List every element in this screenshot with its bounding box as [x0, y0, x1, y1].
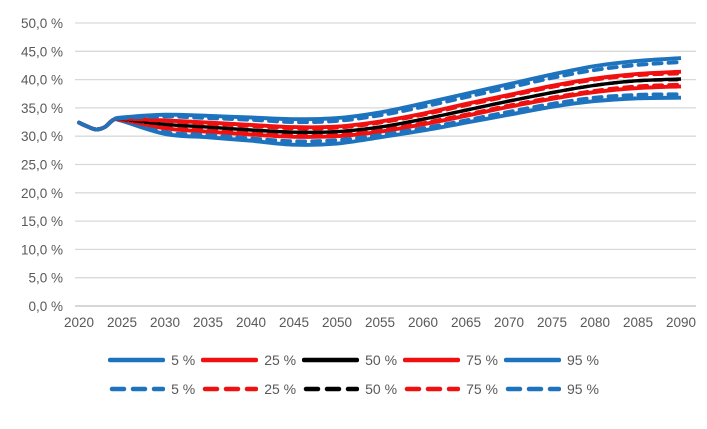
legend-item-95%-dashed: 95 %	[504, 381, 599, 397]
y-axis-tick-label: 20,0 %	[21, 186, 63, 201]
legend-item-5%-dashed: 5 %	[108, 381, 195, 397]
legend-item-25%-solid: 25 %	[201, 352, 296, 368]
legend-swatch-solid-line-icon	[201, 357, 259, 363]
legend-row-dashed: 5 % 25 % 50 % 75 % 95 %	[105, 381, 602, 397]
legend-row-solid: 5 % 25 % 50 % 75 % 95 %	[105, 352, 602, 368]
x-axis-tick-label: 2025	[107, 315, 137, 330]
y-axis-tick-label: 45,0 %	[21, 44, 63, 59]
x-axis-tick-label: 2070	[494, 315, 524, 330]
x-axis-tick-label: 2080	[580, 315, 610, 330]
fan-chart-svg: 0,0 % 5,0 % 10,0 % 15,0 % 20,0 % 25,0 % 30,0 %…	[21, 16, 696, 330]
legend-swatch-solid-line-icon	[503, 357, 561, 363]
x-axis-tick-label: 2030	[150, 315, 180, 330]
x-axis-tick-label: 2035	[193, 315, 223, 330]
legend-swatch-dashed-line-icon	[109, 386, 166, 392]
legend-item-50%-dashed: 50 %	[302, 381, 397, 397]
legend-label: 75 %	[466, 381, 498, 397]
legend-item-25%-dashed: 25 %	[201, 381, 296, 397]
x-axis-tick-label: 2065	[451, 315, 481, 330]
x-axis-tick-label: 2055	[365, 315, 395, 330]
x-axis-tick-label: 2020	[64, 315, 94, 330]
legend-item-95%-solid: 95 %	[503, 352, 599, 368]
legend-item-75%-solid: 75 %	[403, 352, 498, 368]
series-25%-dashed	[77, 82, 683, 138]
legend-label: 50 %	[365, 352, 398, 368]
y-axis-tick-label: 10,0 %	[21, 242, 63, 257]
x-axis-tick-label: 2090	[666, 315, 696, 330]
legend-swatch-solid-line-icon	[302, 357, 360, 363]
legend-item-75%-dashed: 75 %	[403, 381, 498, 397]
y-axis-tick-label: 0,0 %	[28, 299, 63, 314]
legend-swatch-solid-line-icon	[108, 357, 166, 363]
legend-swatch-dashed-line-icon	[202, 386, 259, 392]
y-axis-tick-label: 35,0 %	[21, 101, 63, 116]
y-axis-tick-label: 25,0 %	[21, 158, 63, 173]
legend-item-50%-solid: 50 %	[302, 352, 397, 368]
y-axis-tick-label: 30,0 %	[21, 129, 63, 144]
legend-swatch-dashed-line-icon	[404, 386, 461, 392]
legend-label: 95 %	[566, 381, 599, 397]
series-75%-dashed	[77, 71, 683, 132]
legend-swatch-solid-line-icon	[403, 357, 461, 363]
x-axis-tick-label: 2085	[623, 315, 653, 330]
legend-label: 5 %	[171, 352, 196, 368]
legend-label: 5 %	[171, 381, 196, 397]
x-axis-tick-label: 2045	[279, 315, 309, 330]
legend-label: 75 %	[466, 352, 498, 368]
legend-swatch-dashed-line-icon	[505, 386, 561, 392]
legend-label: 25 %	[264, 352, 297, 368]
legend-label: 25 %	[264, 381, 297, 397]
y-axis-tick-label: 40,0 %	[21, 73, 63, 88]
series-95%-solid	[78, 56, 682, 132]
y-axis-tick-label: 15,0 %	[21, 214, 63, 229]
y-axis-tick-label: 5,0 %	[28, 271, 63, 286]
legend-label: 95 %	[566, 352, 599, 368]
y-axis-tick-label: 50,0 %	[21, 16, 63, 31]
legend-label: 50 %	[365, 381, 398, 397]
x-axis-tick-label: 2040	[236, 315, 266, 330]
x-axis-tick-label: 2060	[408, 315, 438, 330]
fan-chart: 0,0 % 5,0 % 10,0 % 15,0 % 20,0 % 25,0 % 30,0 %…	[21, 16, 696, 330]
x-axis-tick-label: 2050	[322, 315, 352, 330]
series-95%-dashed	[77, 60, 683, 132]
x-axis-tick-label: 2075	[537, 315, 567, 330]
legend-swatch-dashed-line-icon	[303, 386, 360, 392]
chart-legend: 5 % 25 % 50 % 75 % 95 % 5 % 25 % 50 % 75 % 95 %	[0, 352, 707, 397]
legend-item-5%-solid: 5 %	[108, 352, 195, 368]
series-5%-dashed	[77, 92, 683, 144]
series-50%-dashed	[77, 77, 683, 135]
